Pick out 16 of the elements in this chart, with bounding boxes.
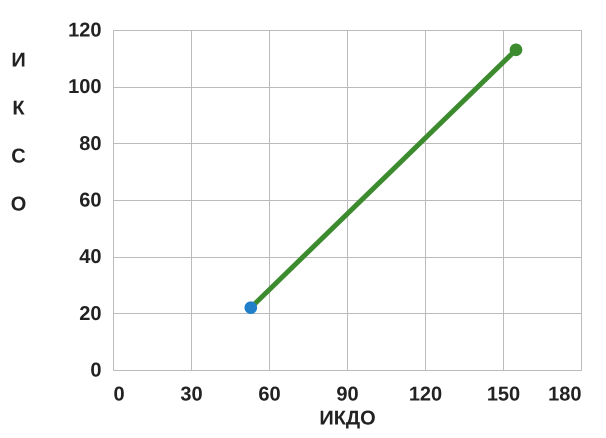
y-tick-label: 100: [68, 76, 102, 98]
text: ИКСО: [10, 50, 26, 216]
x-tick-label: 180: [548, 384, 582, 406]
x-tick-label: 150: [486, 384, 520, 406]
y-tick-label: 60: [79, 190, 102, 212]
x-tick-label: 120: [408, 384, 442, 406]
y-tick-label: 0: [90, 360, 102, 382]
x-tick-label: 90: [336, 384, 359, 406]
x-tick-label: 60: [258, 384, 281, 406]
y-tick-label: 20: [79, 302, 102, 325]
x-tick-label: 0: [114, 384, 125, 406]
y-tick-label: 40: [79, 246, 102, 268]
x-axis-title: ИКДО: [319, 408, 376, 430]
y-tick-label: 120: [68, 20, 102, 42]
y-tick-label: 80: [79, 132, 102, 155]
x-tick-label: 30: [180, 384, 203, 406]
